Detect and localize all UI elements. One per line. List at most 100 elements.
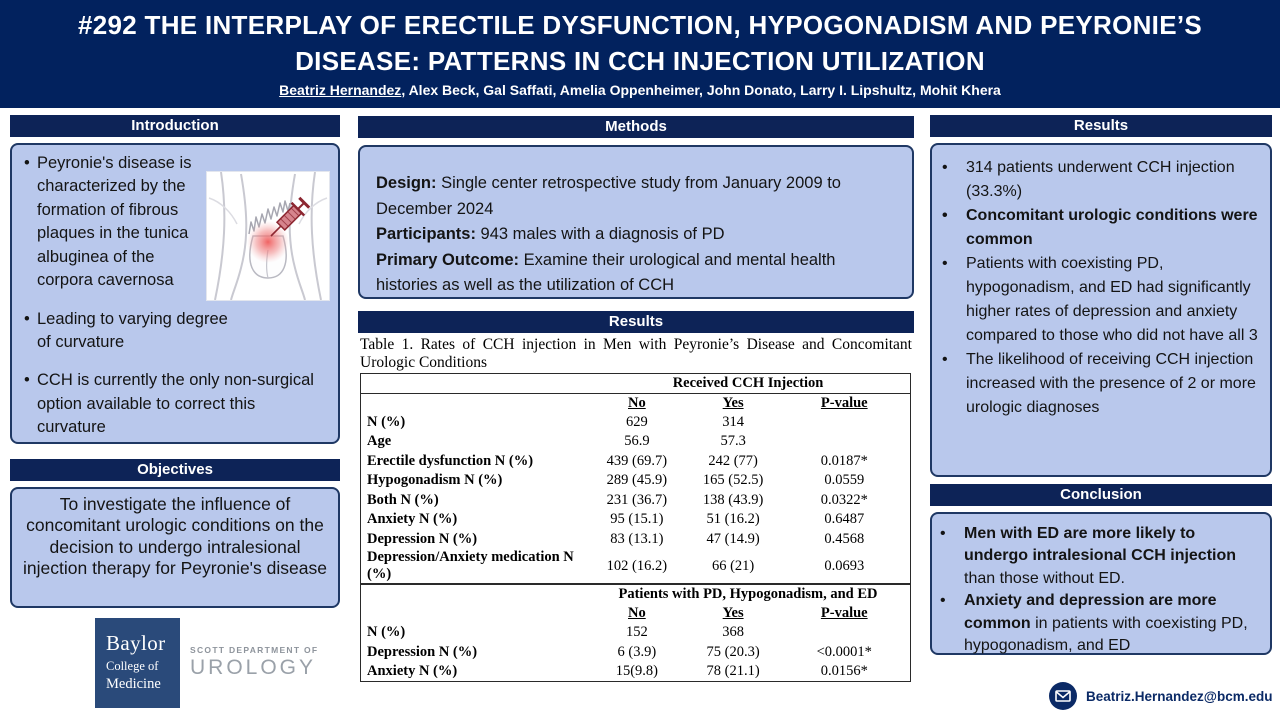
introduction-bullet: CCH is currently the only non-surgical o… [24,369,326,439]
cell-p: 0.0322* [820,491,868,508]
table-row: Depression N (%) 83 (13.1) 47 (14.9) 0.4… [361,530,911,550]
cell-yes: 242 (77) [708,452,758,469]
poster-title-banner: #292 THE INTERPLAY OF ERECTILE DYSFUNCTI… [0,0,1280,108]
introduction-header: Introduction [10,115,340,137]
table1: Received CCH Injection No Yes P-value N … [360,373,911,682]
table-section2-title-row: Patients with PD, Hypogonadism, and ED [360,583,911,604]
col-header-pvalue: P-value [820,394,868,411]
poster-title-line1: #292 THE INTERPLAY OF ERECTILE DYSFUNCTI… [77,10,1203,40]
section1-title: Received CCH Injection [586,373,911,394]
cell-no: 83 (13.1) [610,530,664,547]
conclusion-bullet: Men with ED are more likely to undergo i… [940,523,1262,590]
cell-label: Anxiety N (%) [367,663,458,679]
cell-empty [361,393,587,413]
cell-p: 0.0156* [820,663,868,679]
cell-p: <0.0001* [816,643,872,660]
cell-yes: 47 (14.9) [706,530,760,547]
contact-row: Beatriz.Hernandez@bcm.edu [1048,681,1272,711]
table-section1-title-row: Received CCH Injection [360,373,911,394]
results-bullet: The likelihood of receiving CCH injectio… [942,348,1260,420]
poster-authors: Beatriz Hernandez, Alex Beck, Gal Saffat… [0,82,1280,98]
table-row: Age 56.9 57.3 [361,432,911,452]
table-row: Anxiety N (%) 95 (15.1) 51 (16.2) 0.6487 [361,510,911,530]
cell-label: Age [367,433,392,450]
table1-caption: Table 1. Rates of CCH injection in Men w… [360,336,912,371]
table-row: Both N (%) 231 (36.7) 138 (43.9) 0.0322* [361,491,911,511]
coauthors: , Alex Beck, Gal Saffati, Amelia Oppenhe… [401,82,1001,98]
cell-label: Anxiety N (%) [367,511,458,528]
cell-no: 152 [626,624,648,641]
table-row: Anxiety N (%) 15(9.8) 78 (21.1) 0.0156* [361,662,911,682]
cell-label: N (%) [367,624,406,641]
cell-no: 6 (3.9) [617,643,657,660]
cell-p: 0.0559 [824,472,865,489]
cell-yes: 51 (16.2) [706,511,760,528]
cell-no: 15(9.8) [615,663,659,679]
table-row: N (%) 629 314 [361,413,911,433]
methods-panel: Design: Single center retrospective stud… [358,145,914,299]
cell-yes: 66 (21) [711,557,755,574]
groin-injection-illustration [207,171,329,301]
introduction-bullet: Leading to varying degree of curvature [24,308,229,355]
methods-design-text: Single center retrospective study from J… [376,174,841,218]
cell-yes: 165 (52.5) [702,472,764,489]
table-row: Erectile dysfunction N (%) 439 (69.7) 24… [361,452,911,472]
department-small-text: SCOTT DEPARTMENT OF [190,645,319,655]
cell-empty [360,373,586,394]
cell-no: 231 (36.7) [606,491,668,508]
cell-no: 95 (15.1) [610,511,664,528]
methods-header: Methods [358,116,914,138]
cell-p: 0.4568 [824,530,865,547]
results-bullet-list: 314 patients underwent CCH injection (33… [942,156,1260,420]
conclusion-bullet: Anxiety and depression are more common i… [940,590,1262,657]
cell-p: 0.0187* [820,452,868,469]
contact-email[interactable]: Beatriz.Hernandez@bcm.edu [1086,688,1273,704]
methods-design: Design: Single center retrospective stud… [376,171,896,222]
envelope-icon [1049,682,1077,710]
methods-primary-outcome: Primary Outcome: Examine their urologica… [376,248,896,299]
syringe-icon [270,196,311,237]
logo-institution-line3: Medicine [106,676,161,692]
cell-p [779,432,911,452]
conclusion-panel: Men with ED are more likely to undergo i… [930,512,1272,655]
cell-label: Erectile dysfunction N (%) [367,452,534,469]
cell-no: 629 [626,413,648,430]
cell-no: 102 (16.2) [606,557,668,574]
cell-p: 0.0693 [824,557,865,574]
introduction-bullet-list: Peyronie's disease is characterized by t… [24,152,326,440]
cell-label: Depression/Anxiety medication N (%) [367,549,574,582]
results-bullet: Patients with coexisting PD, hypogonadis… [942,252,1260,348]
cell-label: Depression N (%) [367,643,478,660]
col-header-yes: Yes [722,394,744,411]
col-header-yes: Yes [722,604,744,621]
cell-yes: 78 (21.1) [706,663,760,679]
department-large-text: UROLOGY [190,656,317,679]
cell-empty [361,604,587,624]
groin-injection-graphic [207,171,329,301]
conclusion-bullet-list: Men with ED are more likely to undergo i… [940,523,1262,657]
cell-yes: 138 (43.9) [702,491,764,508]
results-right-header: Results [930,115,1272,137]
cell-p: 0.6487 [824,511,865,528]
cell-no: 289 (45.9) [606,472,668,489]
methods-participants: Participants: 943 males with a diagnosis… [376,222,896,248]
col-header-pvalue: P-value [820,604,868,621]
baylor-logo: Baylor College of Medicine [95,618,180,708]
results-bullet: Concomitant urologic conditions were com… [942,204,1260,252]
cell-label: N (%) [367,413,406,430]
table-row: Depression/Anxiety medication N (%) 102 … [361,549,911,584]
col-header-no: No [628,394,646,411]
introduction-bullet: Peyronie's disease is characterized by t… [24,152,214,293]
results-bullet: 314 patients underwent CCH injection (33… [942,156,1260,204]
logo-institution-line1: Baylor [106,631,166,655]
first-author: Beatriz Hernandez [279,82,402,98]
cell-no: 56.9 [624,433,650,450]
cell-label: Depression N (%) [367,530,478,547]
cell-no: 439 (69.7) [606,452,668,469]
methods-outcome-text: Examine their urological and mental heal… [376,250,836,295]
cell-yes: 75 (20.3) [706,643,760,660]
conclusion-header: Conclusion [930,484,1272,506]
cell-yes: 57.3 [720,433,746,450]
table-row: Depression N (%) 6 (3.9) 75 (20.3) <0.00… [361,643,911,663]
logo-institution-line2: College of [106,659,159,673]
